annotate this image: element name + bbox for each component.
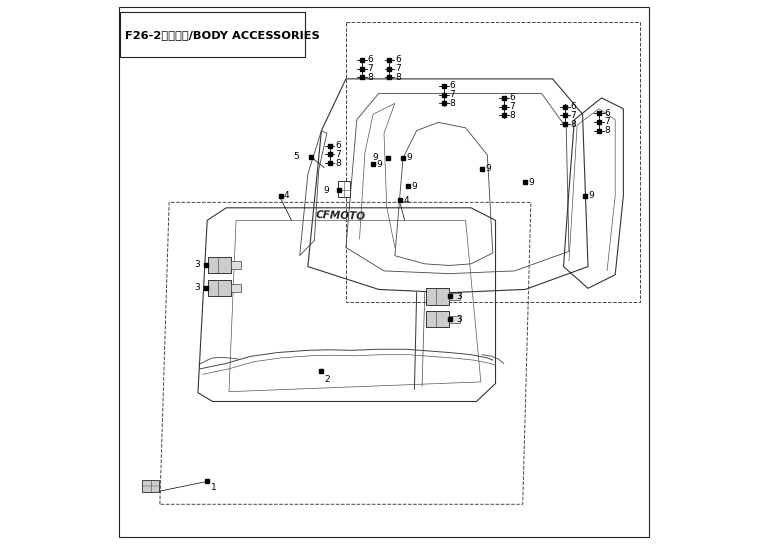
Bar	[449, 293, 460, 300]
Text: 3: 3	[194, 261, 200, 269]
Text: F26-2车体附件/BODY ACCESSORIES: F26-2车体附件/BODY ACCESSORIES	[124, 29, 319, 40]
Text: 6: 6	[604, 109, 610, 118]
FancyBboxPatch shape	[426, 311, 449, 327]
Text: 9: 9	[406, 153, 412, 162]
Text: 7: 7	[395, 64, 401, 73]
Text: 6: 6	[368, 55, 373, 64]
Text: 7: 7	[335, 150, 341, 159]
Text: 6: 6	[570, 102, 576, 111]
Text: CFMOTO: CFMOTO	[316, 210, 366, 222]
Text: 5: 5	[293, 152, 299, 161]
Text: 9: 9	[372, 153, 379, 162]
Text: 7: 7	[509, 102, 515, 111]
Bar	[230, 284, 241, 292]
Text: 7: 7	[570, 111, 576, 120]
Text: 4: 4	[284, 191, 290, 200]
Text: 7: 7	[604, 118, 610, 126]
Text: 8: 8	[395, 73, 401, 82]
Text: 6: 6	[395, 55, 401, 64]
Text: 8: 8	[570, 120, 576, 128]
Text: 9: 9	[485, 164, 491, 173]
Text: 2: 2	[325, 375, 330, 384]
Text: 8: 8	[449, 99, 455, 108]
Text: 3: 3	[455, 292, 462, 301]
Text: 1: 1	[210, 484, 217, 492]
Bar	[338, 181, 350, 197]
Text: 9: 9	[588, 191, 594, 200]
Text: 6: 6	[449, 82, 455, 90]
FancyBboxPatch shape	[207, 280, 230, 296]
Bar	[449, 316, 460, 323]
Text: 6: 6	[509, 94, 515, 102]
Text: 8: 8	[509, 111, 515, 120]
Bar	[230, 261, 241, 269]
Text: 8: 8	[368, 73, 373, 82]
Text: 4: 4	[404, 196, 409, 205]
Text: 3: 3	[194, 283, 200, 292]
Bar	[120, 12, 305, 57]
Text: 7: 7	[449, 90, 455, 99]
Text: 6: 6	[335, 141, 341, 150]
Text: 9: 9	[324, 186, 329, 195]
Text: 8: 8	[335, 159, 341, 168]
Text: 7: 7	[368, 64, 373, 73]
FancyBboxPatch shape	[426, 288, 449, 305]
Text: 9: 9	[376, 160, 382, 169]
FancyBboxPatch shape	[207, 257, 230, 273]
Text: 9: 9	[528, 178, 535, 187]
Bar	[142, 480, 159, 492]
Text: 3: 3	[455, 315, 462, 324]
Text: 8: 8	[604, 126, 610, 135]
Text: 9: 9	[412, 182, 418, 190]
